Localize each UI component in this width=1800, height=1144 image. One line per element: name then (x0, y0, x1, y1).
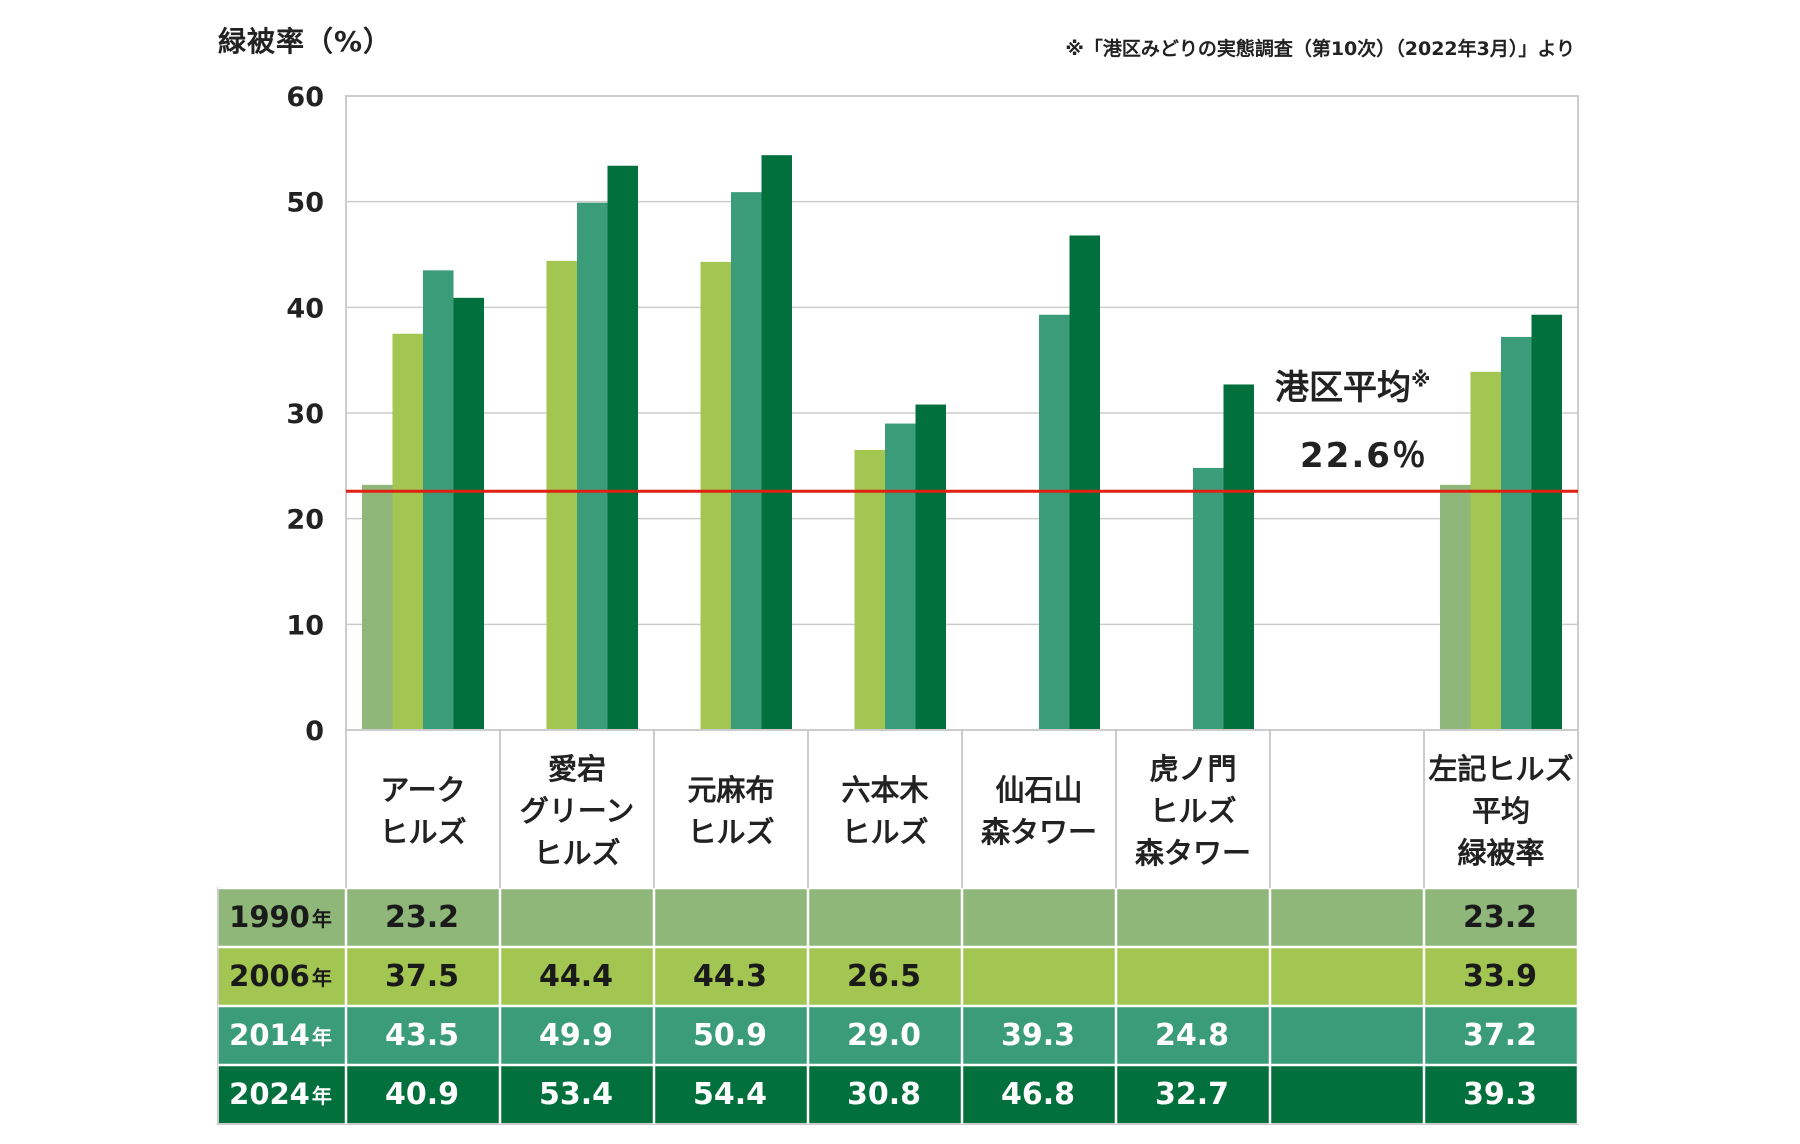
data-label: 24.8 (1154, 1017, 1230, 1053)
y-tick-label: 40 (286, 293, 324, 324)
table-row-2024 (218, 1065, 1578, 1124)
data-label: 49.9 (538, 1017, 614, 1053)
bar-2024 (915, 404, 946, 730)
bar-2006 (546, 260, 577, 730)
year-suffix: 年 (311, 965, 332, 990)
data-label: 44.3 (692, 958, 768, 994)
average-value: 22.6％ (1300, 436, 1428, 476)
year-label: 1990 年 (218, 888, 343, 946)
category-label: 仙石山 森タワー (980, 772, 1097, 849)
bar-2024 (761, 155, 792, 730)
y-tick-label: 30 (286, 399, 324, 430)
data-label: 39.3 (1462, 1076, 1538, 1112)
data-label: 54.4 (692, 1076, 768, 1112)
bar-2006 (1470, 371, 1501, 730)
data-label: 29.0 (846, 1017, 922, 1053)
bar-2014 (731, 192, 762, 730)
y-tick-label: 10 (286, 610, 324, 641)
y-tick-label: 20 (286, 505, 324, 536)
bar-2024 (1223, 384, 1254, 730)
year-number: 1990 (229, 900, 310, 934)
bar-2006 (392, 333, 423, 730)
category-label: 愛宕 グリーン ヒルズ (519, 751, 635, 871)
year-suffix: 年 (311, 1024, 332, 1049)
bar-2014 (885, 423, 916, 730)
data-label: 44.4 (538, 958, 614, 994)
y-tick-label: 60 (286, 82, 324, 113)
y-tick-label: 50 (286, 188, 324, 219)
table-row-2006 (218, 947, 1578, 1006)
category-label: 六本木 ヒルズ (841, 772, 929, 849)
year-number: 2014 (229, 1018, 310, 1052)
y-tick-label: 0 (305, 716, 324, 747)
bar-2024 (453, 297, 484, 730)
year-label: 2024 年 (218, 1065, 343, 1123)
average-footnote-mark: ※ (1411, 367, 1431, 392)
category-label: 左記ヒルズ 平均 緑被率 (1428, 751, 1574, 871)
bar-1990 (1440, 484, 1471, 730)
data-label: 23.2 (384, 899, 460, 935)
year-number: 2006 (229, 959, 310, 993)
bar-2024 (607, 165, 638, 731)
data-label: 40.9 (384, 1076, 460, 1112)
table-row-1990 (218, 888, 1578, 947)
data-label: 37.2 (1462, 1017, 1538, 1053)
category-label: 元麻布 ヒルズ (687, 772, 775, 849)
bar-2006 (700, 261, 731, 730)
category-label: アーク ヒルズ (379, 772, 467, 849)
data-label: 50.9 (692, 1017, 768, 1053)
average-label: 港区平均※ (1275, 367, 1431, 408)
data-label: 37.5 (384, 958, 460, 994)
table-row-2014 (218, 1006, 1578, 1065)
bar-2006 (854, 449, 885, 730)
y-axis-title: 緑被率（%） (218, 25, 393, 58)
year-label: 2014 年 (218, 1006, 343, 1064)
source-note: ※「港区みどりの実態調査（第10次）（2022年3月）」より (1065, 38, 1575, 60)
year-label: 2006 年 (218, 947, 343, 1005)
bar-2014 (1039, 314, 1070, 730)
year-suffix: 年 (311, 1083, 332, 1108)
data-label: 30.8 (846, 1076, 922, 1112)
bar-2014 (1193, 467, 1224, 730)
data-label: 39.3 (1000, 1017, 1076, 1053)
data-label: 43.5 (384, 1017, 460, 1053)
data-label: 26.5 (846, 958, 922, 994)
category-label: 虎ノ門 ヒルズ 森タワー (1134, 751, 1251, 871)
data-label: 46.8 (1000, 1076, 1076, 1112)
year-number: 2024 (229, 1077, 310, 1111)
bar-2014 (577, 202, 608, 730)
bar-1990 (362, 484, 393, 730)
bar-2024 (1531, 314, 1562, 730)
data-label: 53.4 (538, 1076, 614, 1112)
bar-2014 (423, 270, 454, 730)
data-label: 23.2 (1462, 899, 1538, 935)
bar-2014 (1501, 336, 1532, 730)
data-label: 33.9 (1462, 958, 1538, 994)
year-suffix: 年 (311, 906, 332, 931)
bar-2024 (1069, 235, 1100, 731)
data-label: 32.7 (1154, 1076, 1230, 1112)
category-label (1272, 736, 1422, 886)
